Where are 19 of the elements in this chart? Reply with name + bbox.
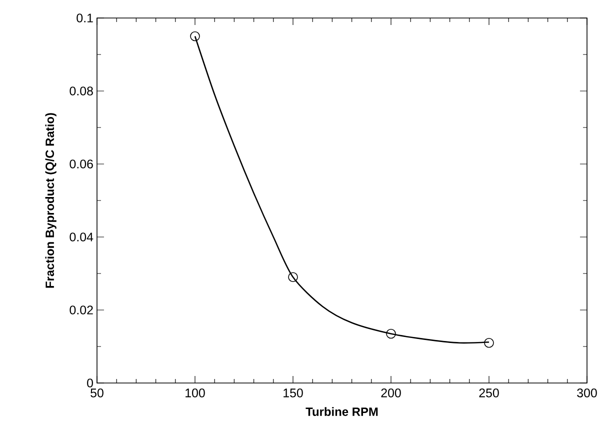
x-tick-label: 100: [186, 388, 205, 398]
y-tick-label: 0.08: [70, 86, 93, 96]
y-tick-label: 0.02: [70, 306, 93, 314]
point: [386, 328, 396, 339]
point: [484, 338, 494, 348]
x-tick-label: 250: [479, 388, 499, 398]
y-tick-label: 0.06: [70, 160, 93, 168]
line-series: [194, 36, 490, 344]
x-tick-label: 300: [577, 388, 597, 398]
x-tick-label: 200: [381, 388, 401, 398]
x-tick-label: 150: [284, 388, 303, 398]
y-tick-label: 0.04: [70, 232, 94, 242]
y-axis-title: Fraction Byproduct (Q/C Ratio): [45, 113, 56, 288]
point: [288, 272, 298, 282]
point: [190, 31, 200, 42]
x-tick-label: 50: [90, 388, 104, 398]
x-axis-title: Turbine RPM: [306, 407, 378, 416]
y-tick-label: 0: [87, 378, 93, 388]
y-tick-label: 0.1: [76, 14, 93, 22]
